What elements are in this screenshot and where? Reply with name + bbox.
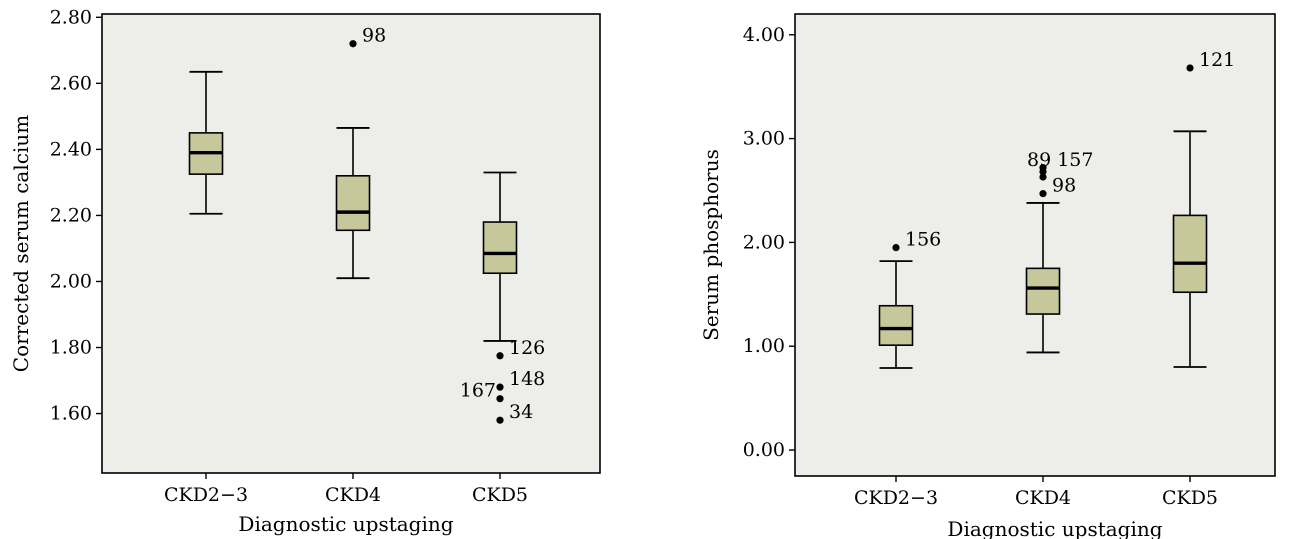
outlier-point: [349, 40, 357, 48]
y-axis-title: Corrected serum calcium: [9, 115, 33, 372]
y-axis-title: Serum phosphorus: [699, 149, 723, 341]
y-tick-label: 2.00: [50, 270, 92, 292]
x-axis-title: Diagnostic upstaging: [947, 517, 1162, 539]
outlier-point: [496, 383, 504, 391]
outlier-label: 121: [1199, 49, 1235, 71]
y-tick-label: 3.00: [743, 128, 785, 150]
y-tick-label: 1.80: [50, 337, 92, 359]
outlier-label: 167: [460, 380, 496, 402]
outlier-point: [1039, 190, 1047, 198]
y-tick-label: 0.00: [743, 439, 785, 461]
calcium-boxplot: 1.60 1.80 2.00 2.20 2.40 2.60 2.80 CKD2−3 CKD4 CK…: [9, 6, 601, 536]
outlier-point: [496, 416, 504, 424]
y-tick-label: 2.00: [743, 231, 785, 253]
x-tick-label: CKD4: [1015, 487, 1071, 509]
x-tick-label: CKD2−3: [164, 484, 248, 506]
outlier-point: [892, 243, 900, 252]
outlier-point: [496, 395, 504, 403]
outlier-label: 126: [509, 337, 545, 359]
iqr-box: [878, 304, 914, 346]
outlier-label: 148: [509, 368, 545, 390]
box-ckd4: 89 157 98: [1025, 149, 1093, 354]
iqr-box: [482, 221, 518, 275]
iqr-box: [335, 175, 371, 232]
outlier-label: 98: [362, 25, 386, 47]
x-axis-title: Diagnostic upstaging: [238, 512, 453, 536]
y-tick-label: 2.60: [50, 72, 92, 94]
box-ckd5: 126 148 167 34: [460, 171, 545, 424]
outlier-label: 89 157: [1027, 149, 1093, 171]
outlier-point: [1039, 168, 1047, 176]
x-tick-label: CKD4: [325, 484, 381, 506]
phosphorus-boxplot: 0.00 1.00 2.00 3.00 4.00 CKD2−3 CKD4 CKD5Diagno…: [699, 13, 1276, 539]
x-tick-label: CKD5: [1162, 487, 1218, 509]
y-tick-label: 2.20: [50, 204, 92, 226]
y-tick-label: 2.80: [50, 6, 92, 28]
outlier-point: [1039, 173, 1047, 181]
y-tick-label: 1.00: [743, 335, 785, 357]
outlier-label: 156: [905, 229, 941, 251]
outlier-point: [1186, 64, 1194, 72]
box-ckd23: [188, 70, 224, 215]
box-ckd5: 121: [1172, 49, 1235, 368]
y-tick-label: 1.60: [50, 403, 92, 425]
y-tick-label: 2.40: [50, 138, 92, 160]
y-tick-label: 4.00: [743, 24, 785, 46]
x-tick-label: CKD5: [472, 484, 528, 506]
iqr-box: [1172, 214, 1208, 294]
outlier-label: 34: [509, 401, 533, 423]
box-ckd23: 156: [878, 229, 941, 369]
outlier-label: 98: [1052, 175, 1076, 197]
box-ckd4: 98: [335, 25, 386, 280]
iqr-box: [1025, 267, 1061, 315]
outlier-point: [496, 352, 504, 360]
x-tick-label: CKD2−3: [854, 487, 938, 509]
